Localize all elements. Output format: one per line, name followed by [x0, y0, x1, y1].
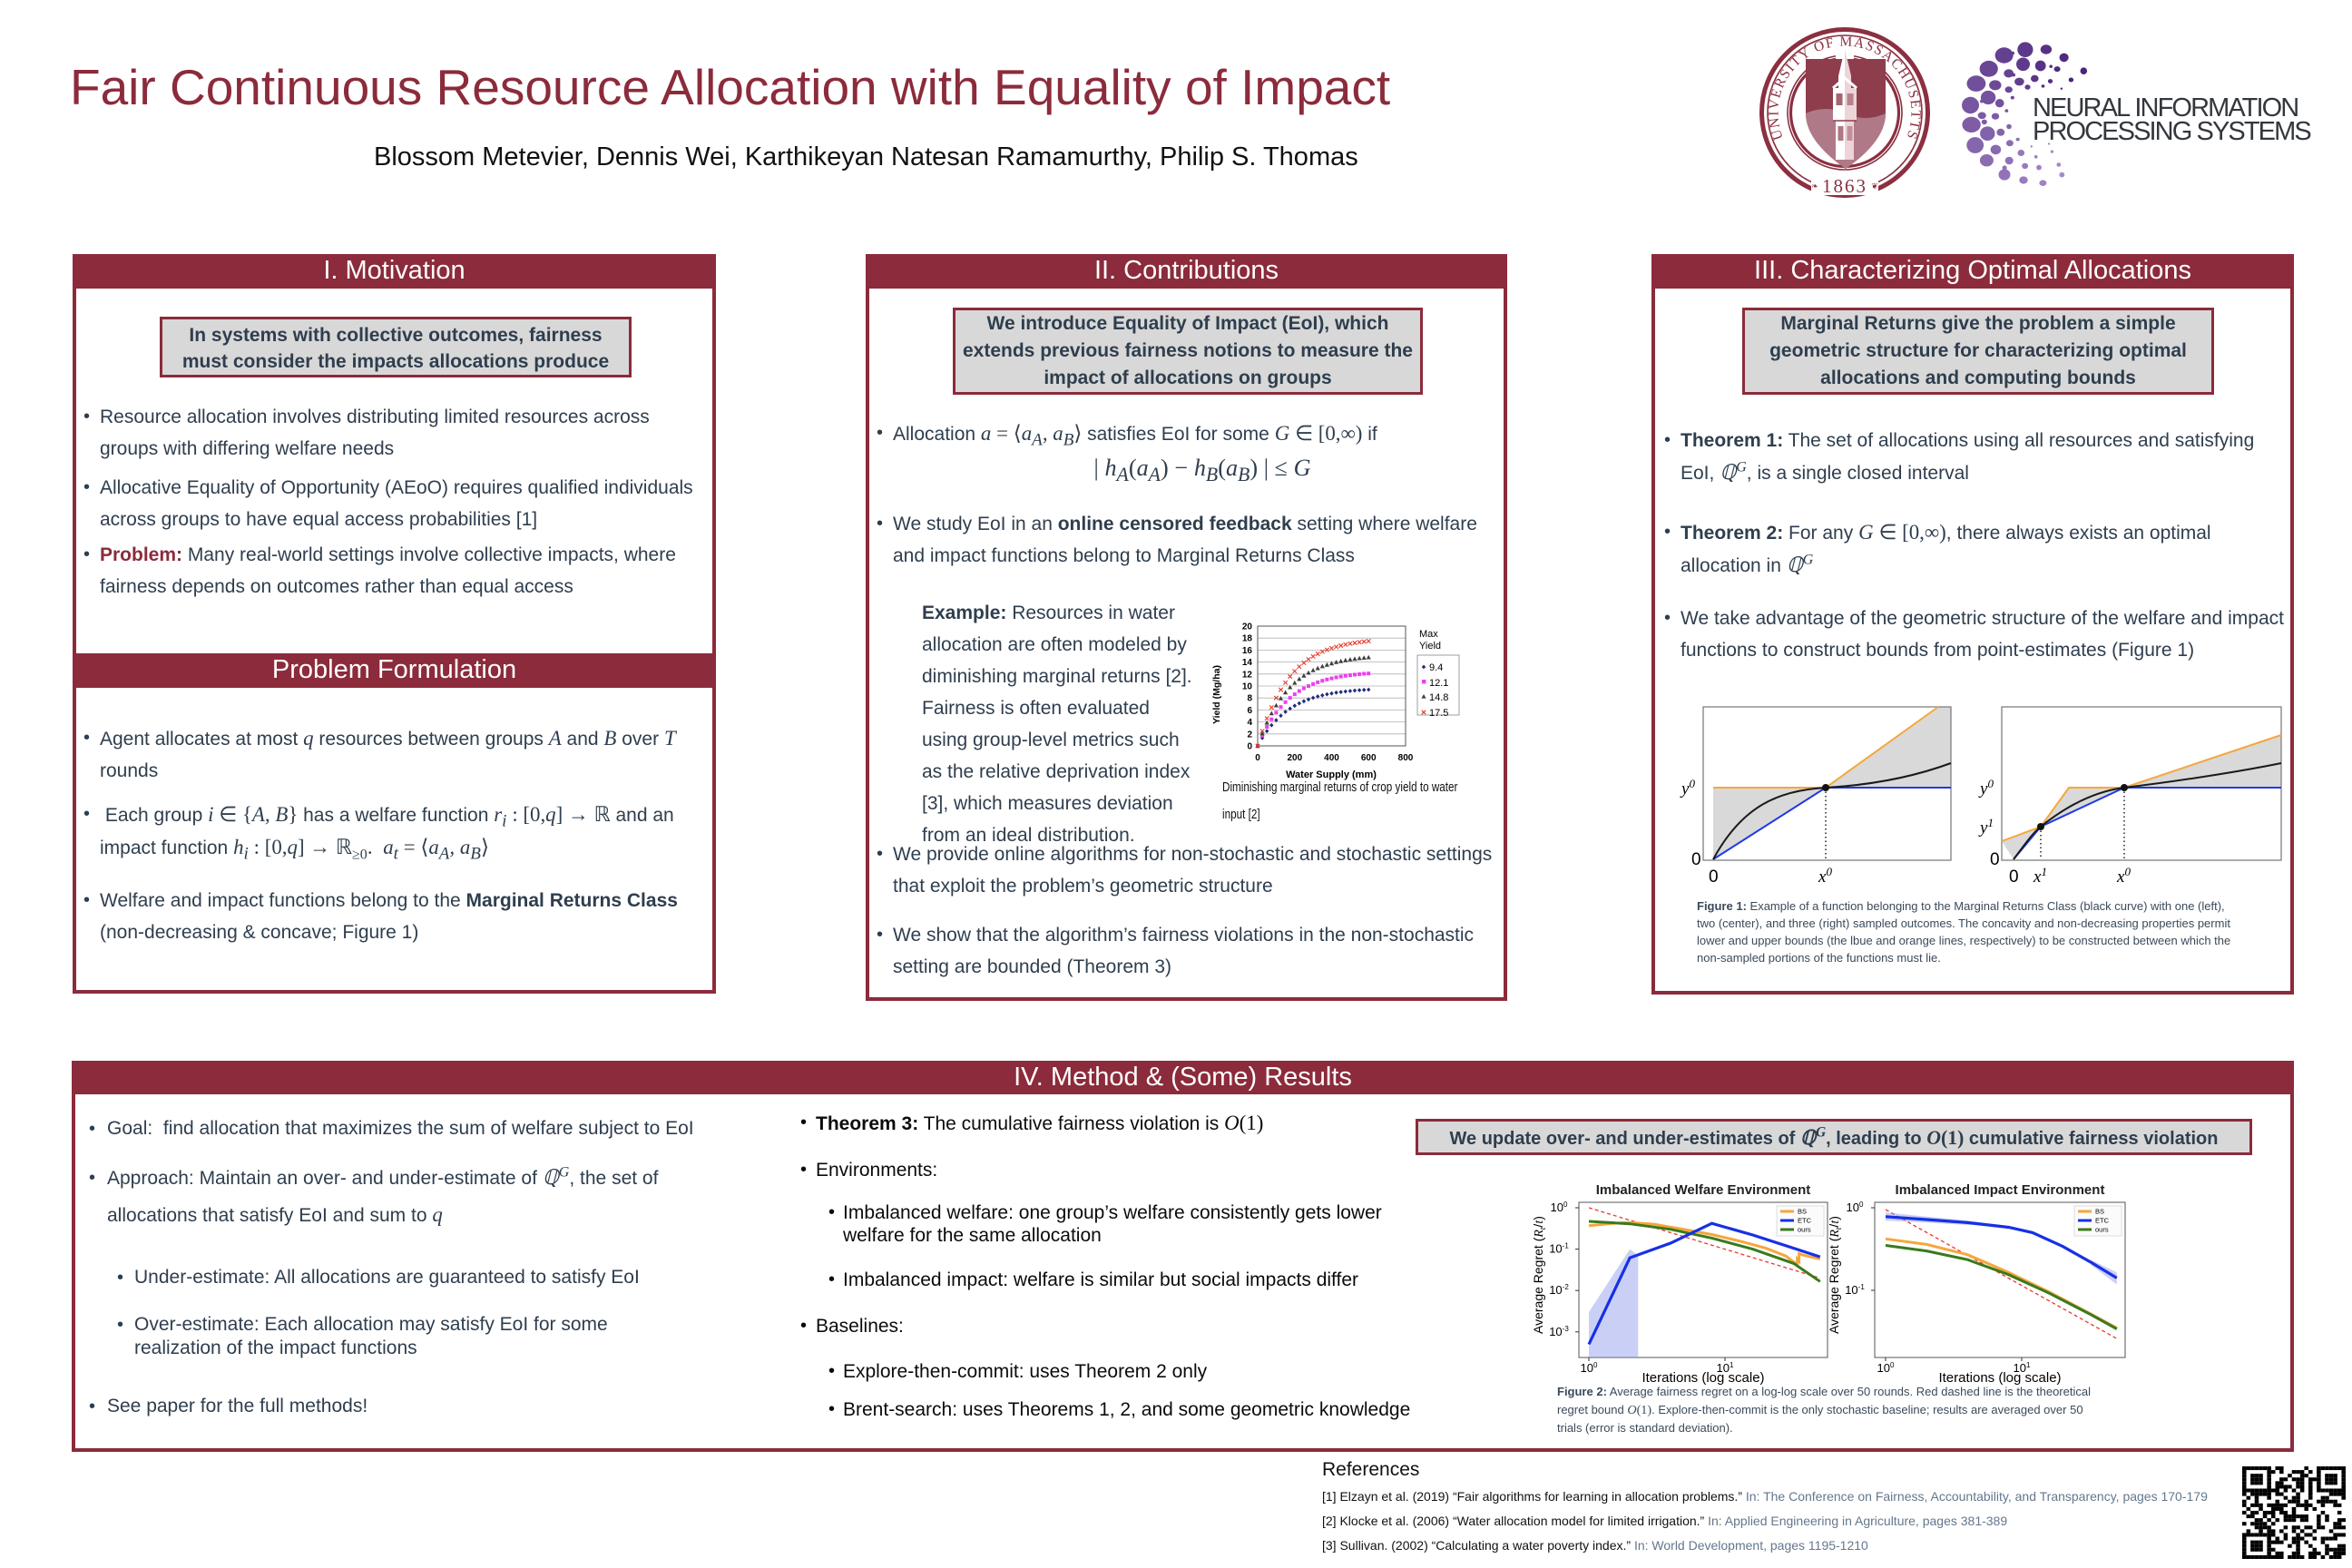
svg-text:10: 10 [1242, 682, 1253, 692]
svg-text:8: 8 [1247, 694, 1252, 704]
svg-text:100: 100 [1847, 1200, 1864, 1214]
svg-text:20: 20 [1242, 622, 1253, 632]
svg-text:Iterations (log scale): Iterations (log scale) [1642, 1370, 1764, 1386]
svg-text:800: 800 [1398, 753, 1414, 763]
svg-text:14: 14 [1242, 658, 1253, 668]
svg-text:10-2: 10-2 [1549, 1283, 1569, 1297]
svg-text:x0: x0 [2116, 865, 2131, 886]
svg-text:200: 200 [1287, 753, 1302, 763]
svg-text:10-1: 10-1 [1845, 1283, 1865, 1297]
svg-text:6: 6 [1247, 706, 1252, 716]
svg-text:12: 12 [1242, 670, 1253, 680]
svg-text:Yield (Mg/ha): Yield (Mg/ha) [1211, 665, 1222, 724]
svg-text:2: 2 [1247, 730, 1252, 740]
svg-text:BS: BS [1798, 1208, 1807, 1216]
svg-text:❦: ❦ [1871, 181, 1878, 191]
svg-text:16: 16 [1242, 646, 1253, 656]
svg-text:x1: x1 [2033, 865, 2047, 886]
svg-text:0: 0 [2009, 867, 2019, 886]
svg-text:0: 0 [1691, 850, 1701, 869]
svg-text:ours: ours [1798, 1226, 1811, 1234]
svg-text:Average Regret (Rt/t): Average Regret (Rt/t) [1531, 1216, 1547, 1334]
svg-text:Iterations (log scale): Iterations (log scale) [1938, 1370, 2061, 1386]
svg-text:x0: x0 [1818, 865, 1832, 886]
svg-text:0: 0 [1990, 850, 2000, 869]
svg-text:Imbalanced Welfare Environment: Imbalanced Welfare Environment [1596, 1182, 1810, 1198]
svg-text:100: 100 [1877, 1361, 1895, 1375]
svg-text:4: 4 [1247, 718, 1252, 728]
svg-text:10-3: 10-3 [1549, 1325, 1569, 1338]
svg-text:100: 100 [1581, 1361, 1598, 1375]
svg-text:Average Regret (Rt/t): Average Regret (Rt/t) [1827, 1216, 1843, 1334]
svg-text:Max: Max [1419, 629, 1438, 640]
svg-text:10-1: 10-1 [1549, 1242, 1569, 1256]
svg-text:17.5: 17.5 [1429, 708, 1448, 719]
svg-text:18: 18 [1242, 634, 1253, 644]
svg-text:1863: 1863 [1822, 175, 1867, 197]
svg-text:Yield: Yield [1419, 641, 1441, 652]
svg-text:ours: ours [2095, 1226, 2109, 1234]
svg-text:y1: y1 [1978, 816, 1994, 838]
svg-text:100: 100 [1551, 1200, 1568, 1214]
svg-text:0: 0 [1255, 753, 1260, 763]
svg-text:400: 400 [1324, 753, 1339, 763]
svg-text:ETC: ETC [1798, 1217, 1812, 1225]
svg-text:Imbalanced Impact Environment: Imbalanced Impact Environment [1896, 1182, 2105, 1198]
svg-text:0: 0 [1709, 867, 1719, 886]
svg-text:❧: ❧ [1811, 181, 1818, 191]
svg-text:600: 600 [1361, 753, 1377, 763]
svg-text:Water Supply (mm): Water Supply (mm) [1286, 769, 1377, 780]
svg-text:14.8: 14.8 [1429, 692, 1448, 703]
svg-text:BS: BS [2095, 1208, 2104, 1216]
svg-text:12.1: 12.1 [1429, 678, 1448, 689]
svg-text:9.4: 9.4 [1429, 662, 1443, 673]
svg-text:0: 0 [1247, 742, 1252, 752]
svg-text:y0: y0 [1978, 777, 1994, 799]
svg-text:ETC: ETC [2095, 1217, 2110, 1225]
svg-text:y0: y0 [1680, 777, 1695, 799]
